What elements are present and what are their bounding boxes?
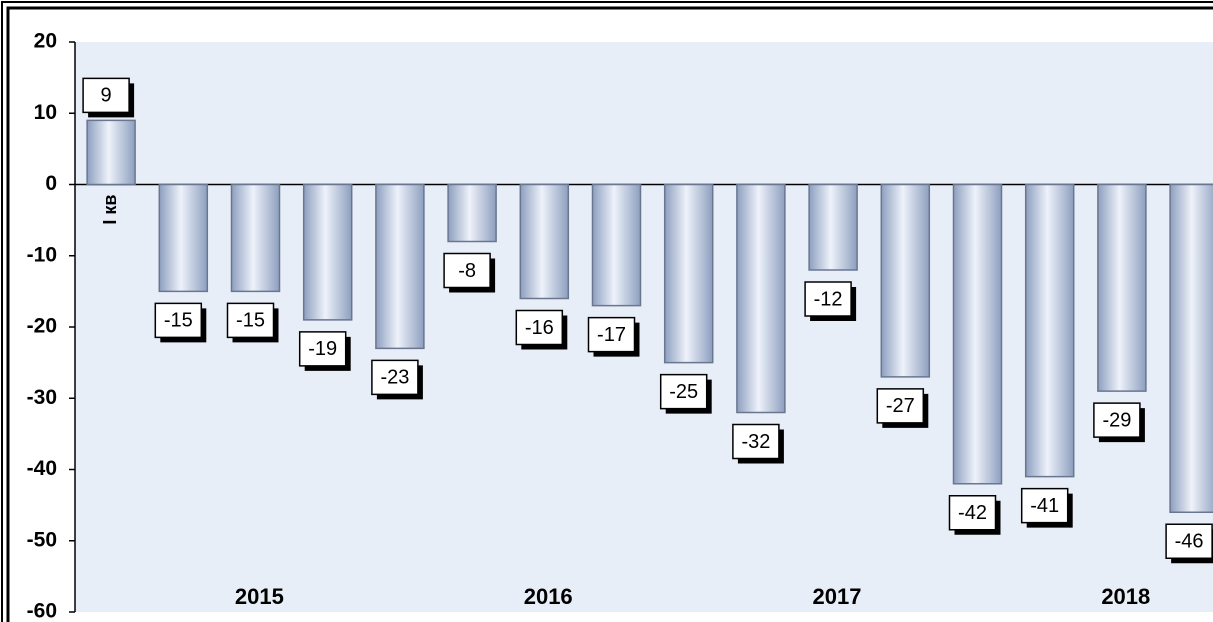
bar xyxy=(808,183,858,271)
bar xyxy=(591,183,642,307)
value-label: -32 xyxy=(741,431,770,453)
value-label-box xyxy=(587,316,636,353)
bar xyxy=(519,183,570,300)
value-label-box xyxy=(876,388,925,424)
value-label-box xyxy=(443,252,491,289)
value-label: -27 xyxy=(886,395,915,417)
value-label-box xyxy=(154,302,203,339)
x-tick-label: I кв xyxy=(100,195,120,225)
bar xyxy=(447,183,497,243)
year-label: 2015 xyxy=(235,584,284,609)
value-label-box xyxy=(948,495,997,531)
value-label: -41 xyxy=(1030,495,1059,517)
value-label: -25 xyxy=(669,381,698,403)
value-label-box xyxy=(1093,402,1141,438)
value-label: -8 xyxy=(458,260,476,282)
value-label: -15 xyxy=(164,310,193,332)
bar xyxy=(375,183,425,350)
y-tick-label: 10 xyxy=(34,101,57,124)
bar xyxy=(1169,183,1213,513)
bar xyxy=(663,183,714,364)
value-label: -42 xyxy=(958,502,987,524)
bar xyxy=(230,183,281,293)
bar xyxy=(736,183,786,414)
inner-frame xyxy=(6,6,1213,622)
y-tick-label: -10 xyxy=(27,243,57,266)
y-tick-label: -60 xyxy=(27,600,57,622)
bar xyxy=(86,119,136,186)
bar xyxy=(1097,183,1147,392)
value-label: -17 xyxy=(597,324,626,346)
value-label-box xyxy=(371,359,419,396)
value-label-box xyxy=(298,331,347,367)
value-label: -19 xyxy=(308,338,337,360)
bar xyxy=(158,183,209,293)
y-tick-label: 0 xyxy=(45,172,57,195)
y-tick-label: -40 xyxy=(27,457,57,480)
bar xyxy=(880,183,931,378)
value-label-box xyxy=(226,302,275,339)
bar xyxy=(952,183,1003,485)
value-label-box xyxy=(659,373,708,410)
y-tick-label: -30 xyxy=(27,386,57,409)
value-label: 9 xyxy=(101,85,112,107)
value-label-box xyxy=(732,423,780,460)
value-label: -23 xyxy=(380,367,409,389)
year-label: 2016 xyxy=(524,584,573,609)
y-tick-label: -50 xyxy=(27,528,57,551)
value-label: -15 xyxy=(236,310,265,332)
value-label-box xyxy=(515,309,564,346)
value-label-box xyxy=(1165,523,1213,559)
value-label-box xyxy=(1020,487,1069,524)
year-label: 2018 xyxy=(1101,584,1150,609)
bar xyxy=(302,183,353,321)
value-label: -12 xyxy=(814,288,843,310)
value-label-box xyxy=(82,77,130,114)
year-label: 2017 xyxy=(813,584,862,609)
value-label: -46 xyxy=(1175,531,1204,553)
y-tick-label: -20 xyxy=(27,315,57,338)
y-tick-label: 20 xyxy=(34,30,57,53)
bar xyxy=(1024,183,1075,478)
value-label: -16 xyxy=(525,317,554,339)
value-label: -29 xyxy=(1102,409,1131,431)
value-label-box xyxy=(804,281,852,317)
